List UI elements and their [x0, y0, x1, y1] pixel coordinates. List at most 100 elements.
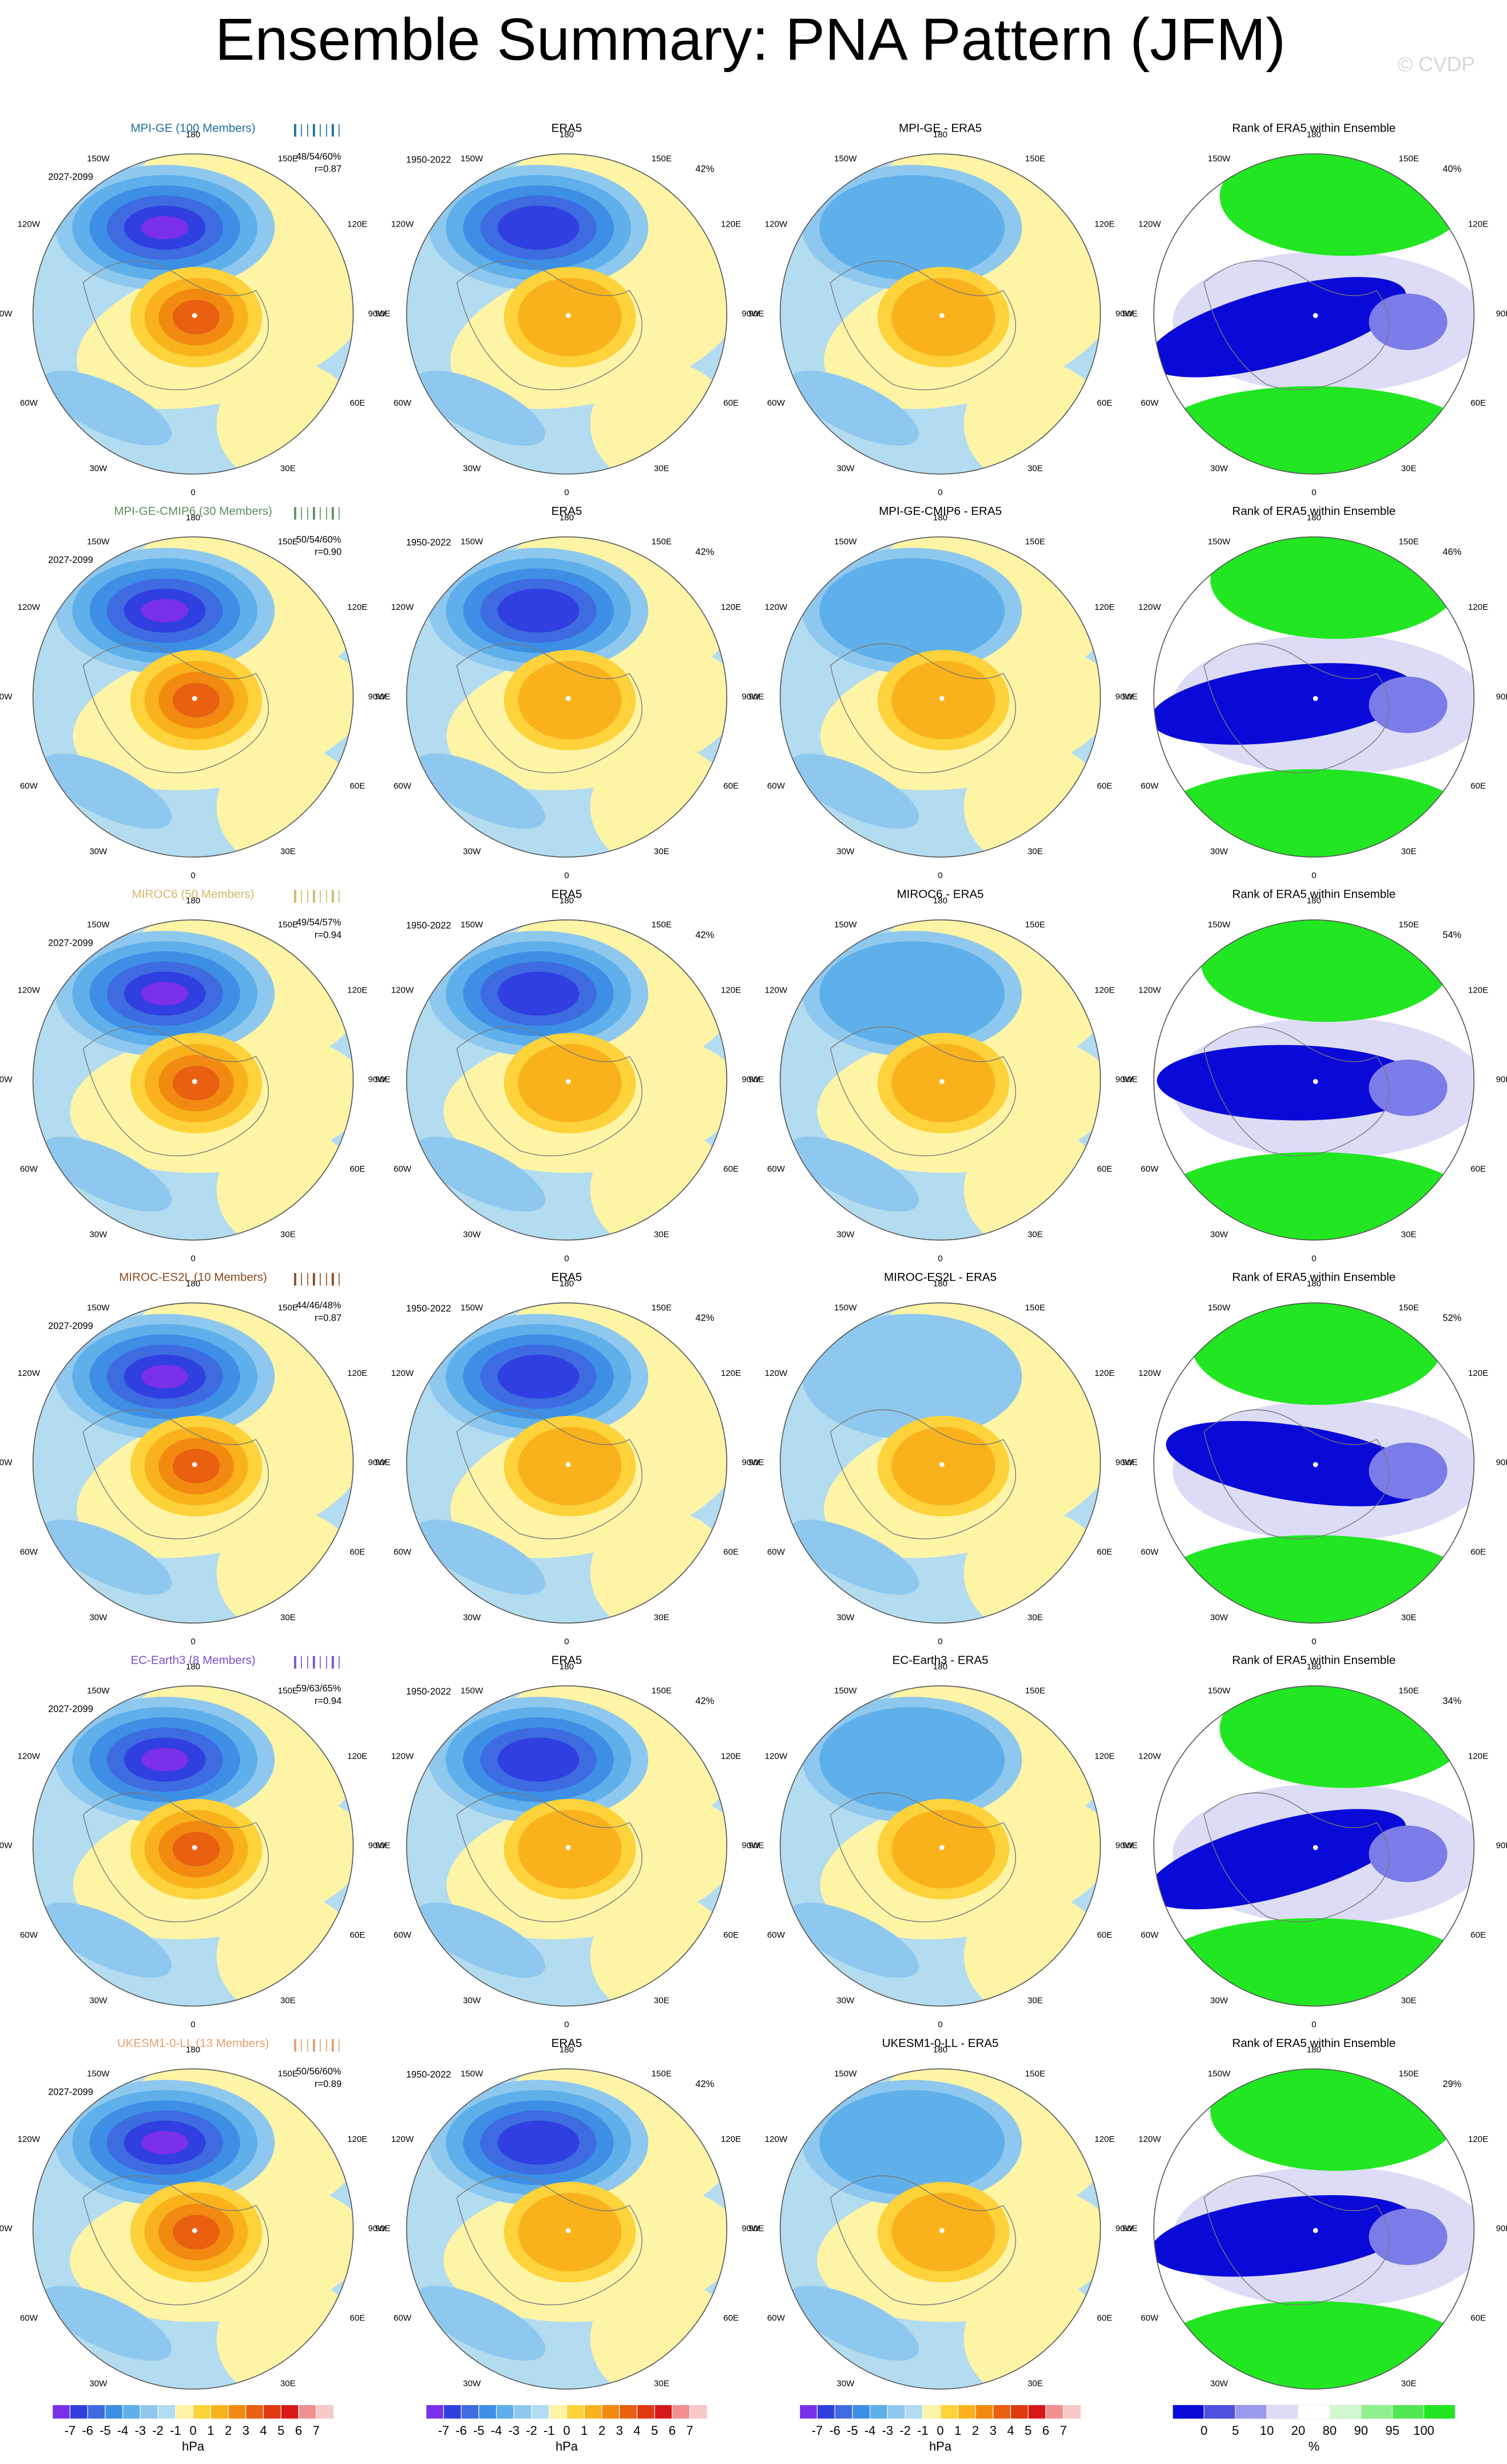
lon-label: 120E — [347, 985, 367, 995]
coastline — [1203, 1026, 1390, 1157]
lon-label: 150E — [278, 2069, 298, 2078]
lon-label: 150E — [1025, 2069, 1045, 2078]
negative-contour — [497, 1354, 580, 1399]
lon-label: 90E — [375, 1458, 391, 1467]
colorbar-box — [689, 2404, 708, 2419]
lon-label: 90E — [1496, 2224, 1507, 2233]
lon-label: 30E — [1401, 464, 1417, 474]
lon-label: 60E — [1470, 398, 1486, 408]
coastline — [456, 2175, 643, 2306]
lon-label: 150W — [461, 1686, 483, 1696]
colorbar-label: -2 — [899, 2423, 911, 2438]
lon-label: 30E — [1401, 1996, 1417, 2006]
map-panel — [1153, 2069, 1474, 2390]
pole — [192, 1079, 197, 1084]
lon-label: 60W — [1141, 1548, 1159, 1557]
map-panel — [780, 919, 1101, 1240]
lon-label: 0 — [564, 871, 569, 880]
map-panel — [33, 1685, 354, 2006]
pct: 42% — [695, 1696, 714, 1707]
lon-label: 90W — [741, 1841, 760, 1851]
lon-label: 30W — [463, 1613, 481, 1622]
colorbar-label: 3 — [990, 2423, 997, 2438]
panel-title: ERA5 — [552, 887, 582, 900]
colorbar-label: 0 — [189, 2423, 196, 2438]
lon-label: 60W — [767, 781, 786, 791]
map-panel — [406, 153, 727, 474]
lon-label: 180 — [560, 1279, 574, 1288]
lon-label: 60W — [767, 2314, 786, 2323]
lon-label: 180 — [560, 2045, 574, 2054]
colorbar-label: 3 — [243, 2423, 249, 2438]
lon-label: 30E — [654, 847, 669, 856]
period: 2027-2099 — [48, 1704, 93, 1714]
colorbar-unit: hPa — [556, 2439, 578, 2453]
lon-label: 150W — [1208, 1686, 1231, 1696]
colorbar-box — [601, 2404, 620, 2419]
rank-area — [1157, 1918, 1471, 2006]
map-border — [406, 536, 728, 858]
rank-area — [1153, 1809, 1406, 1910]
lon-label: 30W — [836, 847, 855, 856]
colorbar-label: -4 — [491, 2423, 502, 2438]
map-panel — [406, 537, 727, 858]
lon-label: 150W — [834, 920, 857, 930]
lon-label: 180 — [186, 1662, 200, 1672]
colorbar-box — [1423, 2404, 1456, 2419]
lon-label: 150W — [461, 1303, 483, 1312]
colorbar-label: -7 — [65, 2423, 76, 2438]
map-border — [32, 1685, 354, 2007]
pct: 42% — [695, 164, 714, 174]
lon-label: 150W — [834, 1303, 857, 1312]
lon-label: 90E — [1123, 2224, 1138, 2233]
lon-label: 150W — [461, 537, 483, 546]
lon-label: 60W — [1141, 398, 1159, 408]
lon-label: 60E — [350, 781, 365, 791]
colorbar-label: -6 — [829, 2423, 840, 2438]
negative-area — [415, 1519, 546, 1595]
lon-label: 0 — [938, 2019, 942, 2029]
correlation: r=0.90 — [315, 547, 342, 557]
colorbar-label: -3 — [882, 2423, 894, 2438]
period: 1950-2022 — [406, 538, 451, 548]
lon-label: 120E — [1468, 1751, 1488, 1761]
coastline — [1203, 1409, 1390, 1539]
map-panel — [33, 919, 354, 1240]
lon-label: 150E — [1399, 154, 1419, 164]
lon-label: 30W — [836, 1996, 855, 2006]
lon-label: 150W — [87, 154, 110, 164]
lon-label: 90E — [1123, 692, 1138, 701]
coastline — [830, 643, 1016, 773]
rank-area — [1157, 769, 1471, 858]
lon-label: 60E — [350, 1930, 365, 1940]
colorbar-label: 6 — [669, 2423, 676, 2438]
map-border — [1153, 536, 1475, 858]
colorbar-box — [975, 2404, 994, 2419]
panel-title: EC-Earth3 (8 Members) — [130, 1653, 255, 1667]
colorbar-box — [69, 2404, 88, 2419]
colorbar-box — [654, 2404, 673, 2419]
lon-label: 90E — [375, 2224, 391, 2233]
lon-label: 120W — [18, 1751, 41, 1761]
coastline — [456, 1409, 643, 1539]
colorbar-label: 5 — [651, 2423, 658, 2438]
colorbar-box — [636, 2404, 655, 2419]
coastline — [82, 643, 269, 773]
watermark: © CVDP — [1398, 53, 1475, 76]
colorbar-box — [816, 2404, 835, 2419]
colorbar-label: -5 — [847, 2423, 858, 2438]
rank-area — [1219, 153, 1471, 256]
panel-title: Rank of ERA5 within Ensemble — [1232, 1271, 1396, 1284]
map-border — [32, 153, 354, 475]
lon-label: 150E — [652, 920, 672, 930]
lon-label: 120W — [765, 219, 788, 229]
colorbar-label: -1 — [917, 2423, 929, 2438]
pole — [1312, 696, 1318, 701]
lon-label: 180 — [933, 896, 947, 906]
lon-label: 30W — [89, 847, 108, 856]
lon-label: 60E — [1097, 1548, 1112, 1557]
lon-label: 60E — [1097, 1164, 1112, 1174]
pole — [192, 2228, 197, 2233]
rank-area — [1369, 676, 1447, 733]
lon-label: 90W — [1115, 2224, 1133, 2233]
